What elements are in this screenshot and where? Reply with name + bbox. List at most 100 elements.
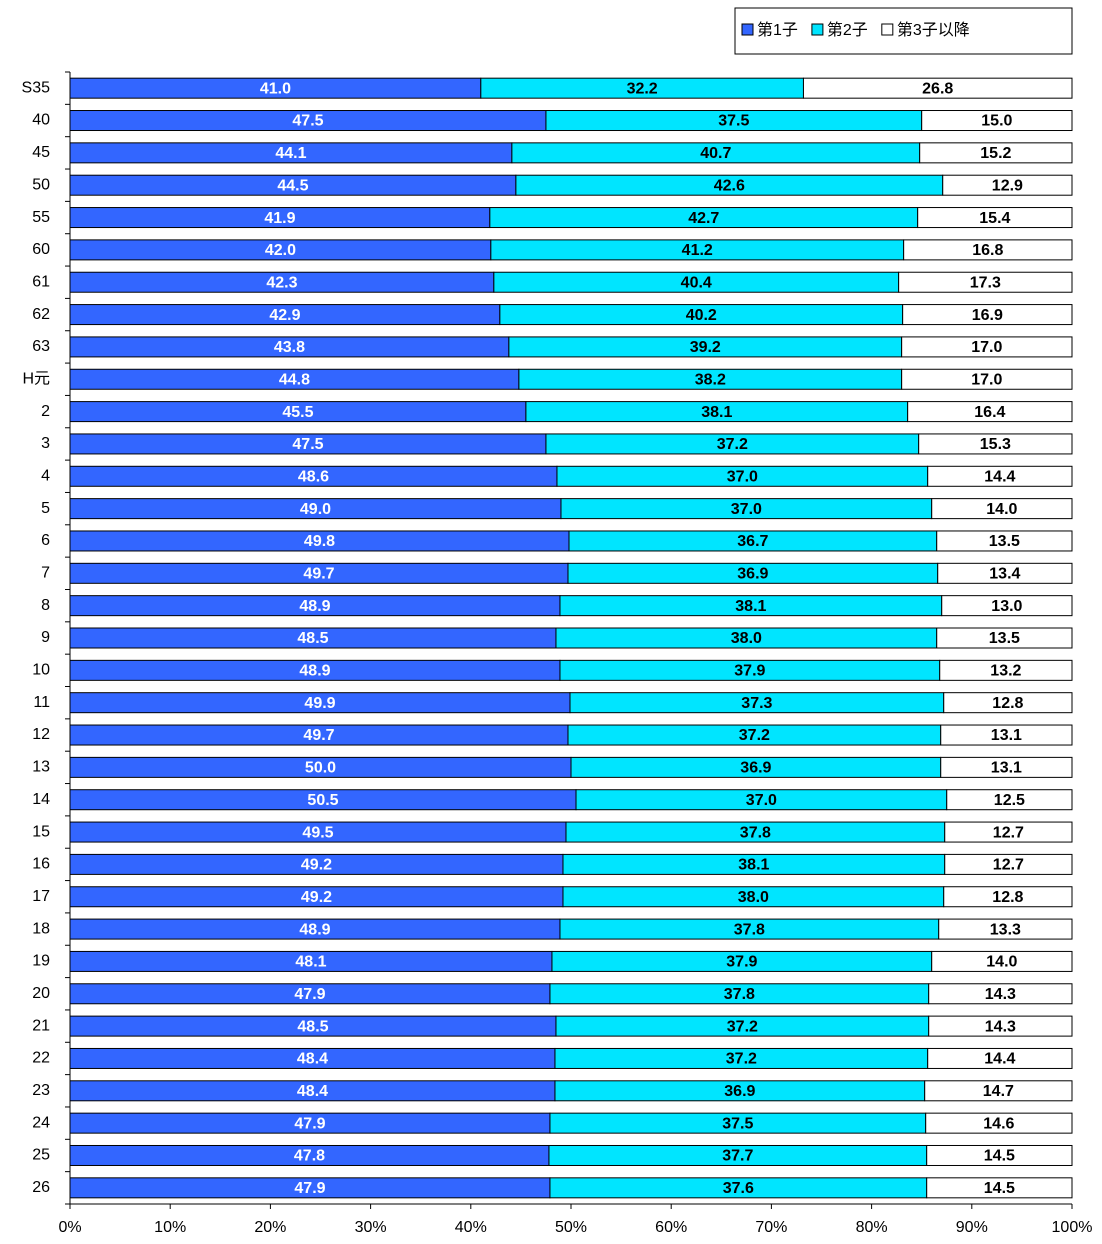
value-label: 40.4 [681,274,712,291]
y-tick-label: 50 [32,176,50,193]
bar-segment [902,304,1073,326]
value-label: 37.0 [746,792,777,809]
value-label: 48.9 [299,598,330,615]
y-tick-label: 17 [32,888,50,905]
y-tick-label: 16 [32,856,50,873]
y-tick-label: 21 [32,1017,50,1034]
value-label: 37.9 [734,663,765,680]
value-label: 37.2 [726,1051,757,1068]
value-label: 40.2 [686,307,717,324]
value-label: 17.3 [970,274,1001,291]
y-tick-label: 12 [32,726,50,743]
y-tick-label: 60 [32,241,50,258]
x-tick-label: 30% [355,1219,387,1236]
bar-segment [931,498,1073,520]
value-label: 32.2 [627,80,658,97]
value-label: 15.0 [981,113,1012,130]
y-tick-label: 62 [32,306,50,323]
y-tick-label: S35 [22,79,51,96]
value-label: 42.9 [269,307,300,324]
y-tick-label: 4 [41,468,50,485]
value-label: 49.9 [304,695,335,712]
value-label: 49.2 [301,889,332,906]
value-label: 37.0 [727,469,758,486]
y-tick-label: 18 [32,920,50,937]
bar-segment [927,465,1073,487]
value-label: 14.5 [984,1148,1015,1165]
x-tick-label: 60% [655,1219,687,1236]
y-tick-label: 9 [41,629,50,646]
value-label: 42.7 [688,210,719,227]
value-label: 14.6 [983,1115,1014,1132]
bar-segment [903,239,1073,261]
value-label: 36.7 [737,533,768,550]
value-label: 49.7 [303,566,334,583]
y-tick-label: 10 [32,662,50,679]
bar-segment [936,530,1073,552]
value-label: 14.5 [984,1180,1015,1197]
x-tick-label: 70% [755,1219,787,1236]
value-label: 37.8 [740,824,771,841]
value-label: 13.1 [991,727,1022,744]
legend-label: 第3子以降 [897,21,970,39]
bar-segment [943,886,1073,908]
value-label: 14.0 [986,501,1017,518]
x-tick-label: 50% [555,1219,587,1236]
bar-segment [919,142,1073,164]
value-label: 26.8 [922,80,953,97]
value-label: 48.9 [299,921,330,938]
bar-segment [901,336,1073,358]
value-label: 37.0 [731,501,762,518]
value-label: 42.0 [265,242,296,259]
bar-segment [939,659,1073,681]
value-label: 48.5 [297,1018,328,1035]
value-label: 13.3 [990,921,1021,938]
value-label: 13.5 [989,630,1020,647]
bar-segment [918,433,1073,455]
value-label: 49.5 [302,824,333,841]
value-label: 47.5 [292,436,323,453]
y-tick-label: 26 [32,1179,50,1196]
value-label: 17.0 [971,371,1002,388]
value-label: 42.3 [266,274,297,291]
bar-segment [921,110,1073,132]
value-label: 47.9 [294,986,325,1003]
y-tick-label: 8 [41,597,50,614]
y-tick-label: 55 [32,209,50,226]
value-label: 49.0 [300,501,331,518]
value-label: 47.5 [292,113,323,130]
value-label: 12.7 [993,857,1024,874]
x-tick-label: 20% [254,1219,286,1236]
value-label: 42.6 [714,177,745,194]
value-label: 14.3 [985,986,1016,1003]
bar-segment [944,853,1073,875]
value-label: 48.1 [295,954,326,971]
value-label: 13.5 [989,533,1020,550]
value-label: 13.0 [991,598,1022,615]
legend-label: 第2子 [827,21,868,39]
y-tick-label: 23 [32,1082,50,1099]
value-label: 15.4 [979,210,1010,227]
y-tick-label: 20 [32,985,50,1002]
legend-label: 第1子 [757,21,798,39]
value-label: 37.3 [741,695,772,712]
value-label: 16.9 [972,307,1003,324]
value-label: 38.0 [731,630,762,647]
value-label: 38.1 [738,857,769,874]
x-tick-label: 90% [956,1219,988,1236]
x-tick-label: 40% [455,1219,487,1236]
legend-swatch [741,23,754,36]
value-label: 38.0 [738,889,769,906]
value-label: 48.9 [299,663,330,680]
bar-segment [928,1015,1073,1037]
y-tick-label: 15 [32,823,50,840]
value-label: 37.7 [722,1148,753,1165]
value-label: 37.8 [734,921,765,938]
bar-segment [940,724,1073,746]
value-label: 14.7 [983,1083,1014,1100]
value-label: 13.2 [990,663,1021,680]
value-label: 49.8 [304,533,335,550]
bar-segment [946,789,1073,811]
value-label: 36.9 [737,566,768,583]
value-label: 41.9 [264,210,295,227]
